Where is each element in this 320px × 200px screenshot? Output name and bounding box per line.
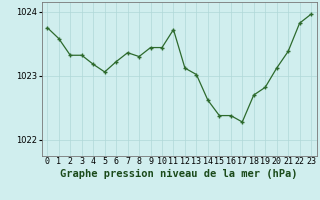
X-axis label: Graphe pression niveau de la mer (hPa): Graphe pression niveau de la mer (hPa) [60, 168, 298, 179]
